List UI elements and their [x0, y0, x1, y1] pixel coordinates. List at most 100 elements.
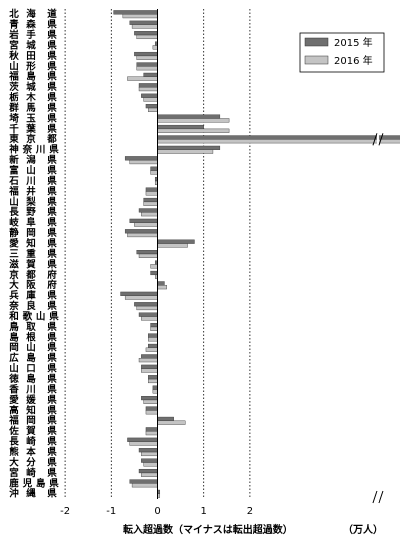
bar-2016-27 — [124, 295, 158, 300]
category-char: 知 — [25, 404, 36, 416]
category-char: 県 — [47, 446, 57, 458]
bar-2016-44 — [141, 472, 158, 477]
category-char: 県 — [47, 383, 57, 395]
category-char: 長 — [9, 437, 19, 448]
bar-2015-30 — [150, 323, 158, 328]
bar-2016-19 — [141, 212, 158, 217]
bar-2015-4 — [134, 51, 158, 57]
x-tick-labels-layer: -2-1012789 — [60, 506, 253, 517]
category-label-14: 新潟県 — [9, 154, 57, 166]
bar-2016-22 — [157, 243, 188, 248]
category-char: 新 — [9, 154, 19, 166]
category-char: 口 — [26, 364, 36, 375]
x-tick-2: 2 — [247, 506, 253, 517]
category-char: 島 — [26, 373, 36, 385]
category-char: 県 — [47, 227, 57, 239]
category-char: 崎 — [26, 467, 36, 479]
bar-2016-33 — [138, 358, 158, 363]
category-char: 県 — [47, 488, 57, 500]
bar-2016-37 — [143, 399, 158, 404]
category-char: 梨 — [25, 196, 36, 208]
category-char: 大 — [9, 279, 19, 291]
category-char: 県 — [47, 290, 57, 302]
category-label-0: 北海道 — [9, 8, 57, 20]
bar-2016-30 — [150, 326, 158, 331]
category-label-28: 奈良県 — [8, 300, 57, 312]
bar-2016-17 — [145, 191, 158, 196]
bar-2016-20 — [134, 222, 158, 227]
category-char: 島 — [9, 331, 19, 343]
bar-2016-13 — [157, 149, 214, 154]
category-char: 取 — [26, 322, 36, 333]
category-char: 北 — [9, 8, 19, 20]
category-label-5: 山形県 — [9, 60, 57, 72]
category-char: 茨 — [9, 81, 19, 93]
category-char: 山 — [26, 165, 36, 177]
bar-2015-44 — [138, 468, 158, 474]
bar-2016-10 — [157, 118, 230, 123]
category-char: 石 — [8, 176, 19, 187]
category-char: 府 — [47, 279, 57, 291]
bar-2016-14 — [129, 159, 158, 165]
category-char: 県 — [47, 415, 57, 427]
bar-2015-34 — [141, 364, 158, 369]
bar-2015-5 — [136, 62, 158, 67]
category-char: 媛 — [25, 394, 36, 406]
category-label-4: 秋田県 — [8, 50, 57, 62]
category-char: 賀 — [25, 258, 36, 270]
category-char: 県 — [47, 425, 57, 437]
bar-2015-6 — [143, 72, 158, 77]
category-char: 県 — [49, 310, 59, 322]
category-char: 海 — [26, 8, 36, 20]
category-label-1: 青森県 — [9, 19, 57, 31]
category-label-17: 福井県 — [8, 185, 57, 197]
category-label-24: 滋賀県 — [9, 258, 57, 270]
bar-2015-17 — [145, 187, 158, 192]
category-char: 県 — [47, 50, 57, 62]
bar-2016-31 — [148, 337, 158, 342]
category-label-18: 山梨県 — [9, 196, 57, 208]
category-char: 宮 — [9, 39, 19, 51]
bar-2015-37 — [141, 396, 158, 401]
category-char: 川 — [25, 384, 36, 395]
bar-2015-36 — [152, 385, 158, 390]
category-char: 玉 — [26, 113, 36, 124]
category-char: 児 — [22, 478, 33, 489]
category-char: 福 — [8, 185, 19, 197]
category-label-11: 千葉県 — [9, 123, 57, 135]
bar-2015-8 — [141, 93, 158, 98]
category-char: 埼 — [9, 112, 19, 124]
bar-2016-35 — [148, 378, 158, 384]
category-char: 京 — [26, 133, 36, 145]
bar-2016-23 — [138, 253, 158, 258]
bar-2015-1 — [129, 20, 158, 25]
category-char: 県 — [47, 92, 57, 104]
category-char: 奈 — [22, 144, 33, 156]
category-char: 城 — [26, 39, 36, 51]
legend-label-2016: 2016 年 — [334, 54, 373, 67]
bar-2016-28 — [136, 305, 158, 311]
bar-2016-36 — [152, 389, 158, 394]
bar-2016-43 — [143, 462, 158, 467]
category-char: 県 — [47, 248, 57, 260]
category-char: 阪 — [26, 279, 36, 291]
category-label-3: 宮城県 — [9, 39, 57, 51]
category-char: 県 — [47, 331, 57, 343]
legend-swatch-2015 — [304, 37, 329, 47]
category-char: 大 — [9, 456, 19, 468]
category-char: 県 — [47, 196, 57, 208]
category-char: 滋 — [9, 258, 19, 270]
category-char: 県 — [47, 175, 57, 187]
bar-2016-38 — [145, 410, 158, 415]
category-char: 野 — [26, 207, 36, 218]
category-char: 岡 — [26, 416, 36, 427]
category-label-25: 京都府 — [9, 269, 57, 281]
category-label-9: 群馬県 — [8, 102, 57, 114]
category-char: 府 — [47, 269, 57, 281]
bar-2015-2 — [134, 31, 158, 36]
category-char: 千 — [9, 123, 19, 135]
category-char: 知 — [25, 237, 36, 249]
bar-2015-32 — [148, 343, 158, 349]
category-char: 森 — [26, 19, 36, 31]
category-label-39: 福岡県 — [8, 415, 57, 427]
